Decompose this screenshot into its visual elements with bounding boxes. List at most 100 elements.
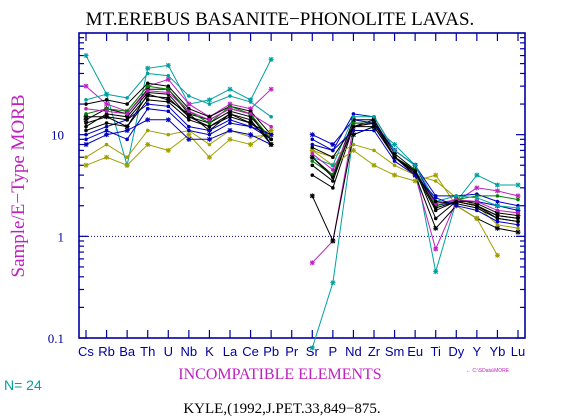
data-point xyxy=(104,124,109,129)
data-point xyxy=(104,92,109,97)
data-point xyxy=(494,252,500,258)
data-point xyxy=(495,216,500,221)
data-point xyxy=(350,117,356,123)
data-point xyxy=(187,118,191,122)
data-point xyxy=(145,98,150,102)
data-point xyxy=(145,71,150,76)
data-point xyxy=(330,280,336,286)
x-tick-label: Cs xyxy=(78,344,94,359)
data-point xyxy=(433,269,439,275)
data-point xyxy=(371,117,377,123)
data-point xyxy=(104,154,110,160)
data-point xyxy=(104,128,109,133)
data-point xyxy=(248,121,253,125)
data-point xyxy=(187,128,191,133)
data-point xyxy=(125,96,129,100)
x-tick-label: Rb xyxy=(98,344,115,359)
data-point xyxy=(269,142,273,147)
data-point xyxy=(186,136,192,142)
data-point xyxy=(433,216,438,221)
x-tick-label: Nd xyxy=(345,344,362,359)
data-point xyxy=(104,112,109,116)
data-point xyxy=(145,84,150,88)
x-tick-label: Pr xyxy=(285,344,299,359)
data-point xyxy=(227,86,233,92)
data-point xyxy=(392,151,398,157)
series-line xyxy=(85,130,272,166)
series-line xyxy=(85,91,272,140)
data-point xyxy=(309,132,315,138)
citation: KYLE,(1992,J.PET.33,849−875. xyxy=(183,401,380,417)
data-point xyxy=(84,155,88,160)
series-line xyxy=(85,72,272,118)
series-line xyxy=(312,149,498,256)
data-point xyxy=(310,137,315,142)
data-point xyxy=(166,73,171,78)
data-point xyxy=(412,178,418,184)
data-point xyxy=(84,124,88,129)
x-tick-label: Ti xyxy=(431,344,441,359)
data-point xyxy=(248,112,253,116)
data-point xyxy=(351,112,356,116)
x-axis-label: INCOMPATIBLE ELEMENTS xyxy=(178,366,381,383)
data-point xyxy=(310,151,315,156)
y-tick-label: 10 xyxy=(51,128,64,143)
data-point xyxy=(145,128,150,133)
series-line xyxy=(85,82,272,136)
series-line xyxy=(312,113,519,207)
data-point xyxy=(454,199,459,204)
data-point xyxy=(83,53,89,59)
data-point xyxy=(433,195,438,200)
data-point xyxy=(124,162,130,168)
data-point xyxy=(125,114,129,119)
data-point xyxy=(207,121,212,125)
data-point xyxy=(166,132,171,137)
plot-frame xyxy=(78,32,526,339)
data-point xyxy=(475,199,479,204)
data-point xyxy=(516,211,520,215)
x-tick-label: P xyxy=(329,344,338,359)
series-line xyxy=(85,90,272,128)
data-point xyxy=(187,114,191,119)
data-point xyxy=(207,118,212,122)
data-point xyxy=(125,124,129,129)
data-point xyxy=(413,163,417,168)
data-point xyxy=(495,208,500,213)
data-point xyxy=(392,148,397,153)
data-point xyxy=(474,185,480,191)
x-tick-labels: Cs Rb Ba Th U Nb K La Ce Pb Pr Sr P Nd Zr Sm Eu Ti Dy Y Yb Lu xyxy=(78,344,525,359)
data-point xyxy=(206,97,212,103)
y-tick-label: 1 xyxy=(58,229,65,244)
data-point xyxy=(372,148,376,153)
data-point xyxy=(515,182,521,188)
data-point xyxy=(350,132,356,138)
data-point xyxy=(83,117,89,123)
data-point xyxy=(84,112,88,116)
data-point xyxy=(350,147,356,153)
data-point xyxy=(331,179,335,183)
data-point xyxy=(186,111,192,117)
data-point xyxy=(433,225,439,231)
data-point xyxy=(145,94,150,98)
data-point xyxy=(310,145,315,150)
data-point xyxy=(206,136,212,142)
data-point xyxy=(515,213,521,219)
data-point xyxy=(331,148,335,153)
data-point xyxy=(166,109,171,114)
data-point xyxy=(166,87,171,92)
data-point xyxy=(309,260,315,266)
data-point xyxy=(84,121,88,125)
series-line xyxy=(85,119,272,145)
data-point xyxy=(83,142,89,148)
data-point xyxy=(104,121,109,125)
data-point xyxy=(495,213,500,218)
data-point xyxy=(145,81,150,86)
data-point xyxy=(186,132,192,138)
data-point xyxy=(433,172,439,178)
data-point xyxy=(84,102,88,106)
data-point xyxy=(166,100,171,104)
data-point xyxy=(474,172,480,178)
data-point xyxy=(166,90,171,95)
data-point xyxy=(310,159,315,163)
